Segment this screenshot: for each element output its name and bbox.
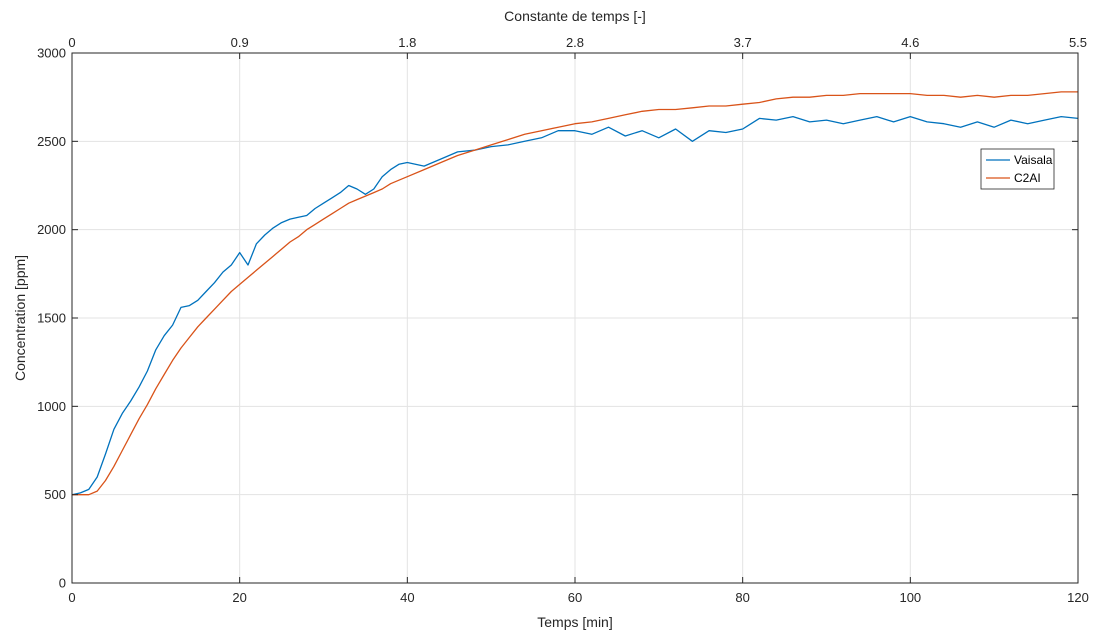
series-line-c2ai [72, 91, 1078, 496]
legend-box [980, 148, 1055, 190]
top-axis-label: Constante de temps [-] [504, 8, 646, 24]
y-tick-label: 3000 [37, 46, 66, 61]
x-tick-label: 20 [232, 590, 246, 605]
y-tick-label: 1000 [37, 399, 66, 414]
legend-label-c2ai: C2AI [1014, 171, 1041, 185]
top-tick-label: 1.8 [398, 35, 416, 50]
y-tick-label: 500 [44, 487, 66, 502]
y-tick-label: 0 [59, 576, 66, 591]
ticks [71, 52, 1079, 584]
y-axis-label: Concentration [ppm] [12, 255, 28, 381]
x-tick-label: 100 [899, 590, 921, 605]
tick-labels: 0 20 40 60 80 100 120 0 0.9 1.8 2.8 3.7 4.6 5.5 0 500 10… [37, 35, 1089, 605]
series-line-vaisala [71, 115, 1079, 496]
top-tick-label: 2.8 [566, 35, 584, 50]
legend-label-vaisala: Vaisala [1014, 153, 1053, 167]
x-tick-label: 40 [400, 590, 414, 605]
y-tick-label: 2000 [37, 222, 66, 237]
series-group [71, 91, 1079, 496]
x-axis-label: Temps [min] [537, 614, 612, 630]
top-tick-label: 3.7 [734, 35, 752, 50]
x-tick-label: 60 [568, 590, 582, 605]
top-tick-label: 5.5 [1069, 35, 1087, 50]
legend: Vaisala C2AI [980, 148, 1055, 190]
y-tick-label: 2500 [37, 134, 66, 149]
top-tick-label: 0 [68, 35, 75, 50]
top-tick-label: 4.6 [901, 35, 919, 50]
y-tick-label: 1500 [37, 311, 66, 326]
x-tick-label: 120 [1067, 590, 1089, 605]
top-tick-label: 0.9 [231, 35, 249, 50]
x-tick-label: 80 [735, 590, 749, 605]
x-tick-label: 0 [68, 590, 75, 605]
